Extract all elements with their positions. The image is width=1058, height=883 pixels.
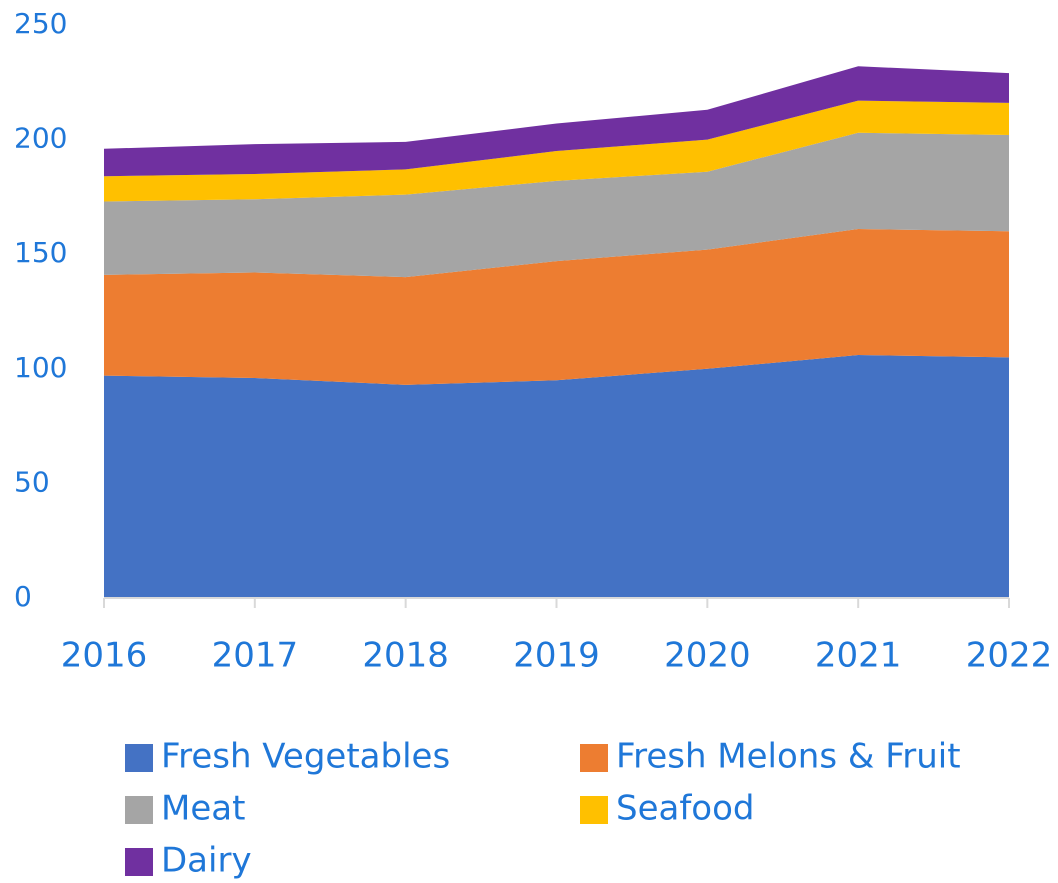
- legend-swatch: [125, 796, 153, 824]
- y-tick-label: 100: [14, 351, 67, 384]
- x-tick-label: 2020: [664, 636, 751, 676]
- legend-label: Fresh Melons & Fruit: [616, 737, 961, 777]
- area: [104, 66, 1009, 177]
- y-tick-label: 150: [14, 236, 67, 269]
- area: [104, 355, 1009, 598]
- legend-swatch: [125, 848, 153, 876]
- legend-label: Fresh Vegetables: [161, 737, 450, 777]
- legend-swatch: [125, 744, 153, 772]
- x-tick-label: 2022: [966, 636, 1053, 676]
- legend-swatch: [580, 744, 608, 772]
- x-tick-label: 2019: [513, 636, 600, 676]
- x-tick-label: 2018: [362, 636, 449, 676]
- y-tick-label: 200: [14, 122, 67, 155]
- y-tick-label: 0: [14, 580, 32, 613]
- legend-swatch: [580, 796, 608, 824]
- legend-label: Meat: [161, 789, 245, 829]
- legend-label: Seafood: [616, 789, 755, 829]
- area: [104, 228, 1009, 385]
- y-tick-label: 50: [14, 465, 50, 498]
- legend-label: Dairy: [161, 841, 252, 881]
- x-tick-label: 2016: [61, 636, 148, 676]
- x-tick-label: 2017: [212, 636, 299, 676]
- x-tick-label: 2021: [815, 636, 902, 676]
- area: [104, 132, 1009, 278]
- y-tick-label: 250: [14, 7, 67, 40]
